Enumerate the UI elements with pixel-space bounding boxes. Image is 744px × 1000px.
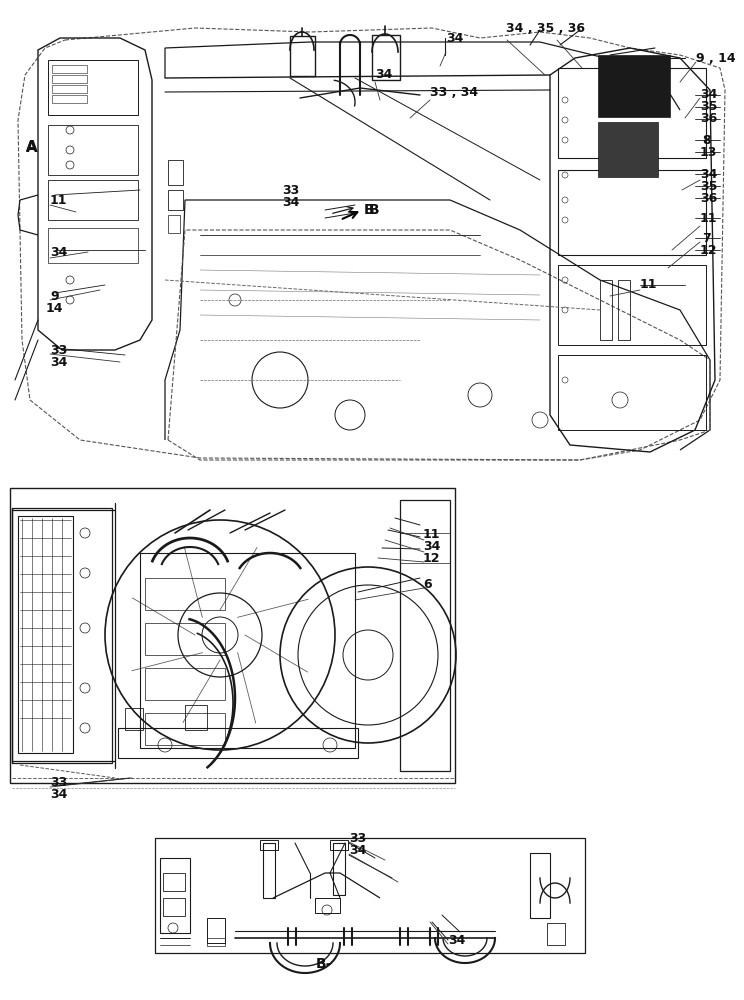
Bar [163,873,185,891]
Bar [163,898,185,916]
Text: 33 , 34: 33 , 34 [430,86,478,99]
Bar [48,228,138,263]
Text: 34: 34 [375,68,392,82]
Text: 34: 34 [282,196,299,209]
Text: 14: 14 [46,302,63,314]
Bar [263,843,275,898]
Bar [372,35,400,80]
Bar [145,713,225,745]
Bar [52,85,87,93]
Text: 34 , 35 , 36: 34 , 35 , 36 [506,21,585,34]
Text: B: B [369,203,379,217]
Bar [598,122,658,177]
Bar [118,728,358,758]
Text: 34: 34 [50,788,68,800]
Text: 33: 33 [349,832,366,844]
Bar [52,65,87,73]
Text: 34: 34 [448,934,466,946]
Bar [155,838,585,953]
Bar [12,508,112,763]
Text: 8: 8 [702,133,711,146]
Bar [558,68,706,158]
Bar [160,858,190,933]
Text: 35: 35 [700,101,717,113]
Bar [598,55,670,117]
Text: 33: 33 [282,184,299,196]
Text: 34: 34 [700,89,717,102]
Bar [207,938,225,946]
Bar [168,215,180,233]
Bar [547,923,565,945]
Text: 34: 34 [446,31,464,44]
Bar [290,36,315,76]
Bar [48,125,138,175]
Bar [333,843,345,895]
Bar [558,265,706,345]
Text: 9: 9 [50,290,59,302]
Text: 34: 34 [700,167,717,180]
Bar [52,95,87,103]
Text: 33: 33 [50,776,67,788]
Bar [145,578,225,610]
Text: 34: 34 [349,844,366,856]
Text: 33: 33 [50,344,67,357]
Text: 11: 11 [423,528,440,540]
Bar [140,553,355,748]
Bar [260,840,278,850]
Text: B: B [364,203,375,217]
Text: 34: 34 [50,245,68,258]
Bar [600,280,612,340]
Text: 34: 34 [50,356,68,368]
Text: B-: B- [316,957,333,971]
Bar [48,60,138,115]
Bar [207,918,225,943]
Text: 9 , 14: 9 , 14 [696,51,736,64]
Bar [558,355,706,430]
Text: 36: 36 [700,112,717,125]
Bar [168,190,183,210]
Bar [558,170,706,255]
Bar [125,708,143,730]
Text: 36: 36 [700,192,717,205]
Text: A: A [26,140,36,154]
Bar [48,180,138,220]
Text: 11: 11 [700,212,717,225]
Text: 7: 7 [702,232,711,244]
Text: A: A [26,139,38,154]
Text: 11: 11 [640,278,658,292]
Text: 35: 35 [700,180,717,192]
Bar [315,898,340,913]
Text: 34: 34 [423,540,440,552]
Bar [530,853,550,918]
Text: 6: 6 [423,578,432,591]
Bar [330,840,348,850]
Bar [145,668,225,700]
Bar [52,75,87,83]
Bar [145,623,225,655]
Bar [168,160,183,185]
Text: 12: 12 [700,243,717,256]
Bar [400,500,450,771]
Text: 11: 11 [50,194,68,207]
Text: 12: 12 [423,552,440,564]
Bar [185,705,207,730]
Text: 13: 13 [700,145,717,158]
Bar [10,488,455,783]
Bar [18,516,73,753]
Bar [618,280,630,340]
